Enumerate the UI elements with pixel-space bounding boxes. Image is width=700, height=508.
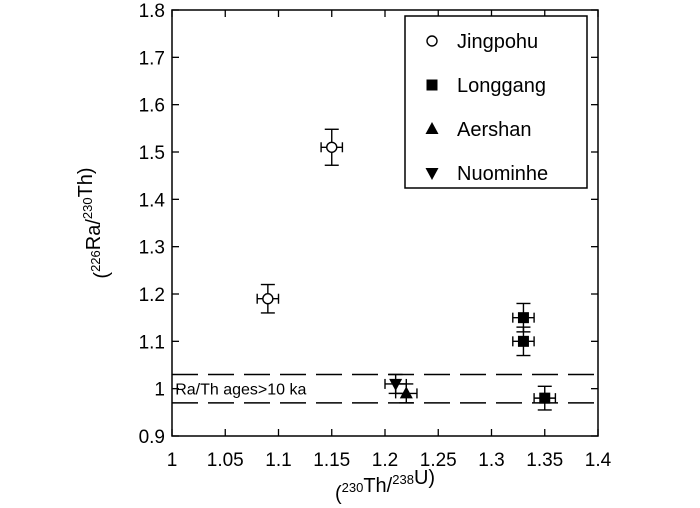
data-point-jingpohu xyxy=(256,283,280,314)
legend-marker-aershan xyxy=(425,122,439,134)
x-tick-label: 1.15 xyxy=(313,450,350,471)
y-tick-label: 1.7 xyxy=(139,48,165,69)
point-marker-nuominhe xyxy=(389,378,403,391)
point-marker-longgang xyxy=(517,312,529,324)
y-tick-label: 1 xyxy=(154,380,165,401)
point-marker-aershan xyxy=(399,386,413,399)
y-axis-label: (226Ra/230Th) xyxy=(75,167,113,278)
annotation-label: Ra/Th ages>10 ka xyxy=(175,382,306,399)
axis-labels: (230Th/238U)(226Ra/230Th) xyxy=(75,167,435,505)
point-marker-jingpohu xyxy=(262,293,274,305)
x-axis-label-mid: Th/ xyxy=(363,475,392,497)
data-point-jingpohu xyxy=(320,128,344,166)
legend-label-jingpohu: Jingpohu xyxy=(457,31,538,53)
y-tick-label: 1.8 xyxy=(139,1,165,22)
legend-label-nuominhe: Nuominhe xyxy=(457,163,548,185)
x-tick-label: 1.4 xyxy=(585,450,612,471)
axes: 1 1.05 1.1 1.15 1.2 1.25 1.3 1.35 1.40.911.11.21… xyxy=(139,1,612,471)
x-tick-label: 1.1 xyxy=(265,450,291,471)
point-marker-longgang xyxy=(539,392,551,404)
data-points xyxy=(256,128,557,411)
legend-marker-nuominhe xyxy=(425,168,439,180)
legend-label-aershan: Aershan xyxy=(457,119,532,141)
y-axis-label-pre: ( xyxy=(91,272,113,279)
x-axis-label-sup1: 230 xyxy=(342,480,364,495)
legend-marker-longgang xyxy=(426,79,438,91)
x-tick-label: 1 xyxy=(167,450,178,471)
x-axis-label-pre: ( xyxy=(335,483,342,505)
x-tick-label: 1.05 xyxy=(207,450,244,471)
point-marker-jingpohu xyxy=(326,141,338,153)
point-marker-longgang xyxy=(517,335,529,347)
data-point-nuominhe xyxy=(384,373,407,395)
x-tick-label: 1.25 xyxy=(420,450,457,471)
x-axis-label-post: U) xyxy=(414,467,435,489)
data-point-longgang xyxy=(533,385,557,411)
x-tick-label: 1.2 xyxy=(372,450,398,471)
legend: Jingpohu Longgang Aershan Nuominhe xyxy=(404,15,588,189)
data-point-longgang xyxy=(512,302,535,333)
data-point-longgang xyxy=(512,326,535,357)
y-tick-label: 1.6 xyxy=(139,96,165,117)
x-axis-label: (230Th/238U) xyxy=(335,467,435,505)
annotations: Ra/Th ages>10 ka xyxy=(175,382,306,399)
legend-label-longgang: Longgang xyxy=(457,75,546,97)
y-tick-label: 1.1 xyxy=(139,332,165,353)
y-axis-label-post: Th) xyxy=(75,167,97,197)
y-tick-label: 1.2 xyxy=(139,285,165,306)
y-axis-label-sup2: 230 xyxy=(80,197,95,219)
y-tick-label: 0.9 xyxy=(139,427,165,448)
y-tick-label: 1.4 xyxy=(139,190,166,211)
y-tick-label: 1.5 xyxy=(139,143,165,164)
x-tick-label: 1.35 xyxy=(526,450,563,471)
legend-marker-jingpohu xyxy=(426,35,438,47)
x-axis-label-sup2: 238 xyxy=(392,472,414,487)
y-tick-label: 1.3 xyxy=(139,238,165,259)
y-axis-label-sup1: 226 xyxy=(88,250,103,272)
x-tick-label: 1.3 xyxy=(478,450,504,471)
y-axis-label-mid: Ra/ xyxy=(83,219,105,251)
